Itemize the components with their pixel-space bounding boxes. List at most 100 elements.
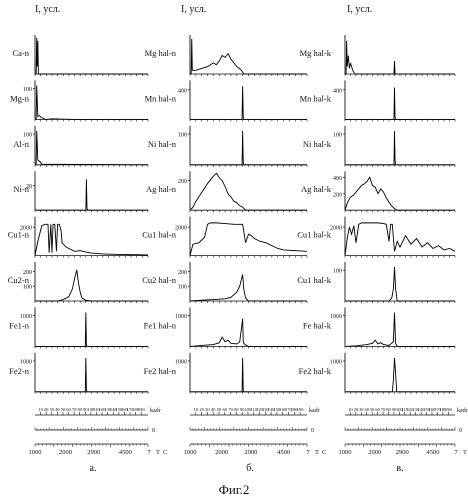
y-tick-label: 20 [26, 184, 32, 190]
y-axis-title: I, усл. [181, 4, 206, 15]
frame-tick-label: 50 [61, 407, 66, 412]
time-axis-zero: 0 [311, 428, 314, 434]
trace-row: Fe1 hal-n1000 [144, 307, 307, 348]
y-tick-label: 200 [178, 270, 187, 276]
y-tick-label: 100 [23, 285, 32, 291]
temp-tick-label: 2000 [215, 449, 228, 456]
y-tick-label: 2000 [20, 226, 32, 232]
series-label: Fe hal-k [303, 320, 332, 330]
temp-tick-label: 7 [454, 449, 458, 456]
trace-row: Fe1-n1000 [9, 307, 148, 348]
series-line [190, 173, 307, 210]
temp-tick-label: 7 [306, 449, 310, 456]
y-tick-label: 100 [333, 269, 342, 275]
y-tick-label: 100 [23, 132, 32, 138]
series-label: Fe2-n [9, 366, 30, 376]
temp-unit-label: C [163, 449, 167, 456]
series-label: Al-n [13, 139, 29, 149]
series-label: Mg hal-n [145, 48, 177, 58]
series-line [345, 131, 455, 165]
temp-tick-label: 4500 [277, 449, 290, 456]
series-label: Ca-n [12, 48, 29, 58]
bottom-axes: 1020304050607080901001101201301401501601… [339, 407, 468, 456]
frame-tick-label: 80 [234, 407, 239, 412]
y-axis-title: I, усл. [35, 4, 60, 15]
y-tick-label: 1000 [20, 314, 32, 320]
y-tick-label: 200 [178, 179, 187, 185]
series-line [190, 86, 307, 119]
series-label: Fe2 hal-n [144, 366, 177, 376]
series-line [345, 177, 455, 210]
frame-tick-label: 60 [66, 407, 71, 412]
frame-tick-label: 10 [38, 407, 43, 412]
chart-panels: I, усл.Ca-nMg-n100Al-n100Ni-n20Cu1-n2000… [8, 4, 468, 474]
temp-tick-label: 1000 [184, 449, 197, 456]
y-tick-label: 100 [23, 87, 32, 93]
y-tick-label: 400 [178, 88, 187, 94]
series-line [35, 131, 148, 165]
frame-tick-label: 60 [223, 407, 228, 412]
temp-tick-label: 1000 [339, 449, 352, 456]
y-tick-label: 400 [333, 88, 342, 94]
series-label: Mn hal-k [300, 93, 332, 103]
time-axis-zero: 0 [152, 428, 155, 434]
series-label: Fe1 hal-n [144, 320, 177, 330]
series-label: Ni hal-k [303, 139, 332, 149]
trace-row: Mn hal-n400 [145, 80, 307, 121]
y-tick-label: 1000 [20, 359, 32, 365]
series-line [345, 41, 455, 74]
trace-row: Cu1 hal-n2000 [142, 217, 307, 258]
time-unit-label: T [315, 449, 319, 456]
temp-tick-label: 2900 [244, 449, 257, 456]
y-tick-label: 1000 [175, 359, 187, 365]
series-line [190, 131, 307, 165]
series-line [35, 358, 148, 392]
series-line [190, 319, 307, 347]
y-tick-label: 2000 [330, 226, 342, 232]
time-unit-label: T [156, 449, 160, 456]
temp-tick-label: 7 [147, 449, 151, 456]
trace-row: Mg hal-k [300, 35, 455, 76]
trace-row: Fe hal-k1000 [303, 307, 455, 348]
series-label: Cu1 hal-k [297, 230, 332, 240]
frame-tick-label: 70 [72, 407, 77, 412]
y-tick-label: 1000 [175, 314, 187, 320]
trace-row: Mn hal-k400 [300, 80, 455, 121]
panel-letter: а. [90, 463, 97, 474]
series-line [190, 223, 307, 256]
series-line [35, 224, 148, 255]
temp-unit-label: C [322, 449, 326, 456]
figure-caption: Фиг.2 [219, 482, 250, 497]
series-line [35, 38, 148, 74]
trace-row: Cu1 hal-k2000 [297, 217, 455, 258]
trace-row: Fe2 hal-k1000 [299, 353, 455, 394]
series-label: Fe1-n [9, 320, 30, 330]
bottom-axes: 1020304050607080901001101201301401501601… [29, 407, 168, 456]
series-label: Ag hal-n [146, 184, 177, 194]
y-axis-title: I, усл. [347, 4, 372, 15]
series-label: Cu2-n [8, 275, 30, 285]
series-line [35, 179, 148, 210]
frame-tick-label: 30 [50, 407, 55, 412]
series-line [345, 223, 455, 256]
y-tick-label: 200 [23, 270, 32, 276]
frame-tick-label: 190 [138, 407, 146, 412]
series-label: Mn hal-n [145, 93, 177, 103]
series-label: Cu2 hal-n [142, 275, 177, 285]
series-line [190, 39, 307, 74]
trace-row: Ca-n [12, 35, 148, 76]
series-label: Mg-n [10, 93, 30, 103]
series-line [190, 358, 307, 392]
y-tick-label: 100 [178, 285, 187, 291]
trace-row: Ni hal-k100 [303, 126, 455, 167]
y-tick-label: 100 [178, 132, 187, 138]
bottom-axes: 1020304050607080901001101201301401501601… [184, 407, 327, 456]
series-line [345, 312, 455, 346]
panel-letter: в. [396, 463, 403, 474]
series-line [35, 85, 148, 119]
temp-tick-label: 1000 [29, 449, 42, 456]
time-unit-label: T [463, 449, 467, 456]
trace-row: Mg-n100 [10, 80, 148, 121]
series-label: Cu1 hal-k [297, 275, 332, 285]
